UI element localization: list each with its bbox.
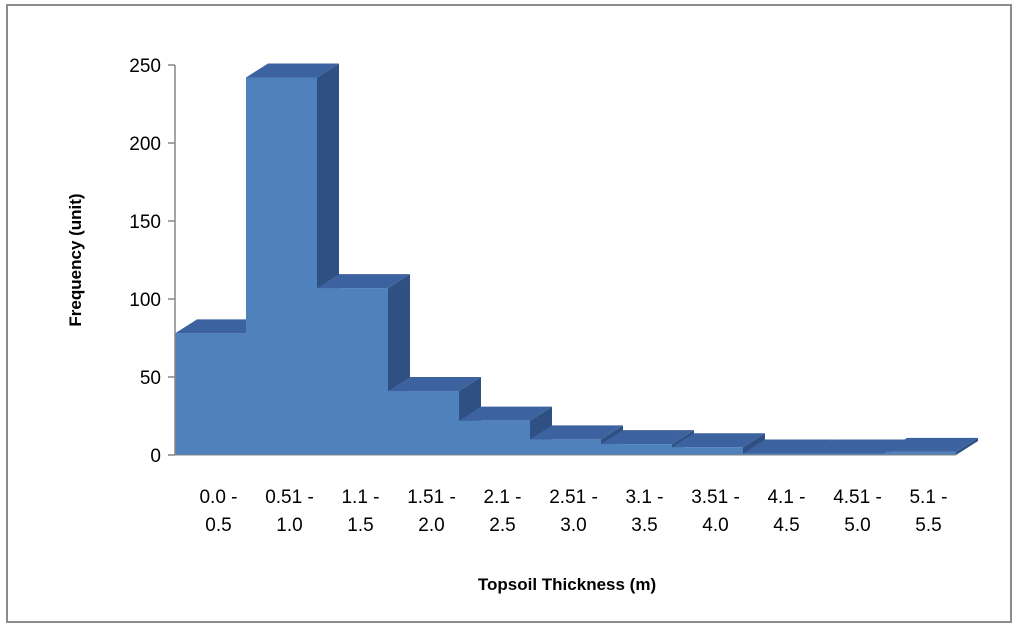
labels-layer: 0 50 100 150 200 250 0.0 - 0.5 0.51 - 1.0 1.1 - 1.5…: [129, 56, 947, 536]
bar-top-face: [246, 63, 339, 78]
x-tick-label: 2.5: [489, 515, 515, 536]
x-tick-label: 2.0: [418, 515, 444, 536]
x-tick-label: 5.5: [915, 515, 941, 536]
x-tick-label: 1.1 -: [341, 487, 379, 508]
y-tick-label: 0: [150, 446, 161, 467]
y-tick-label: 150: [129, 212, 161, 233]
bar-side-face: [956, 437, 978, 455]
x-axis-title: Topsoil Thickness (m): [478, 575, 656, 594]
y-tick-label: 200: [129, 134, 161, 155]
axes-layer: [168, 64, 956, 456]
bar-top-face: [743, 439, 836, 454]
bar: [246, 63, 339, 455]
bar-front-face: [672, 447, 743, 455]
x-tick-label: 3.1 -: [625, 487, 663, 508]
bar-front-face: [388, 391, 459, 455]
bar-front-face: [743, 453, 814, 455]
bar-top-face: [672, 433, 765, 448]
y-axis-title: Frequency (unit): [66, 193, 85, 326]
x-tick-label: 5.1 -: [909, 487, 947, 508]
x-tick-label: 4.51 -: [833, 487, 882, 508]
x-tick-label: 0.0 -: [199, 487, 237, 508]
bar-top-face: [175, 319, 268, 334]
bar-top-face: [814, 439, 907, 454]
x-tick-label: 0.5: [205, 515, 231, 536]
bar-front-face: [601, 444, 672, 455]
x-tick-label: 1.5: [347, 515, 373, 536]
bar-side-face: [743, 433, 765, 455]
bar: [885, 437, 978, 455]
bar-front-face: [885, 451, 956, 455]
x-tick-label: 1.51 -: [407, 487, 456, 508]
x-tick-label: 4.0: [702, 515, 728, 536]
x-tick-label: 2.1 -: [483, 487, 521, 508]
bar-top-face: [530, 425, 623, 440]
bar-front-face: [530, 439, 601, 455]
bar-top-face: [388, 377, 481, 392]
bar: [459, 406, 552, 455]
bar-front-face: [317, 288, 388, 455]
x-tick-label: 1.0: [276, 515, 302, 536]
chart-frame: [6, 4, 1012, 623]
bars-layer: [175, 63, 978, 455]
x-tick-label: 3.5: [631, 515, 657, 536]
bar: [672, 433, 765, 455]
x-tick-label: 4.1 -: [767, 487, 805, 508]
x-tick-label: 2.51 -: [549, 487, 598, 508]
bar-front-face: [459, 420, 530, 455]
bar-front-face: [246, 77, 317, 455]
bar-top-face: [459, 406, 552, 421]
bar-front-face: [175, 333, 246, 455]
bar-front-face: [814, 453, 885, 455]
x-tick-label: 0.51 -: [265, 487, 314, 508]
x-tick-label: 5.0: [844, 515, 870, 536]
bar-top-face: [885, 437, 978, 452]
bar-top-face: [601, 430, 694, 445]
bar-top-face: [317, 274, 410, 289]
x-tick-label: 4.5: [773, 515, 799, 536]
bar: [530, 425, 623, 455]
y-tick-label: 100: [129, 290, 161, 311]
x-tick-label: 3.0: [560, 515, 586, 536]
y-tick-label: 250: [129, 56, 161, 77]
y-tick-label: 50: [140, 368, 161, 389]
x-tick-label: 3.51 -: [691, 487, 740, 508]
